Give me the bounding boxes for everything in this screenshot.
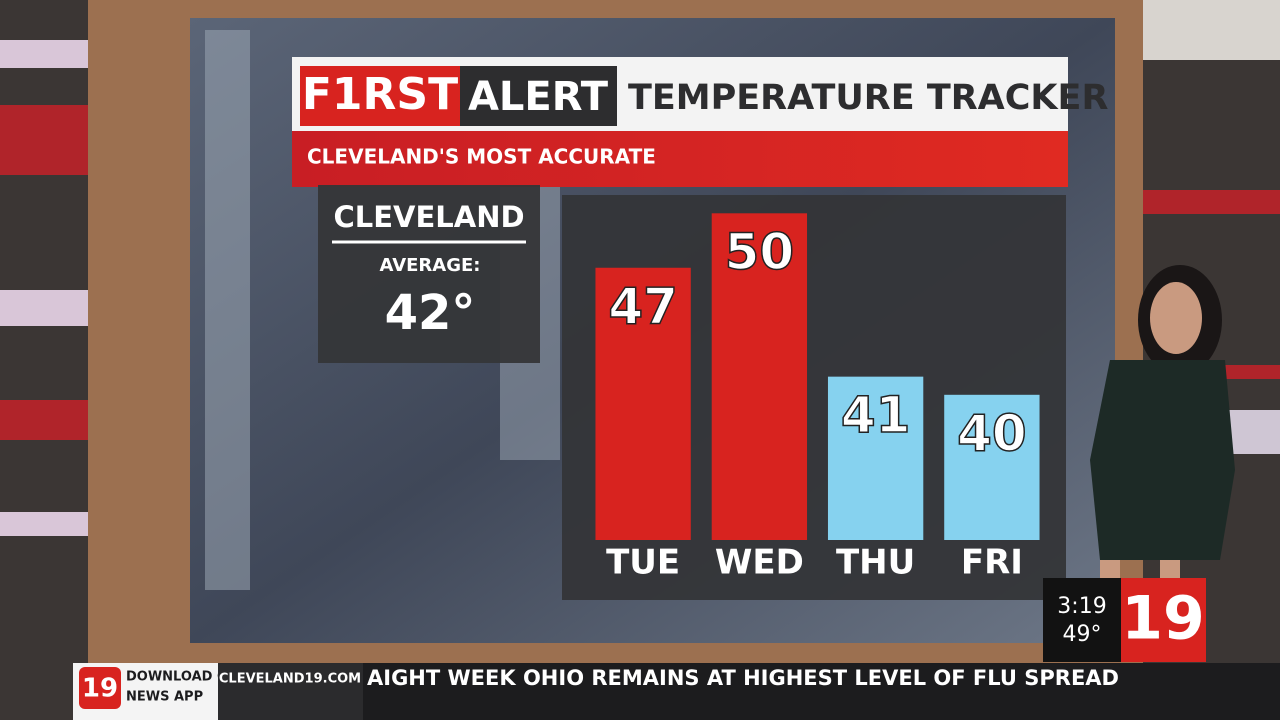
brand-box [460,66,617,126]
station-logo: 19 [1121,584,1205,654]
headline: AIGHT WEEK OHIO REMAINS AT HIGHEST LEVEL… [367,666,1119,690]
value-label: 50 [725,223,795,281]
presenter [1150,282,1202,354]
light-strip [0,400,90,440]
header-subtitle: CLEVELAND'S MOST ACCURATE [307,145,656,169]
light-strip [0,105,90,175]
bar [711,213,808,541]
bar [944,394,1040,540]
category-label: TUE [606,543,680,583]
brand-box [300,66,460,126]
bar [595,267,691,540]
category-label: FRI [961,543,1023,583]
app-text: DOWNLOAD OUR [126,670,249,685]
category-label: WED [715,543,804,583]
clock-temp: 49° [1063,622,1102,647]
average-label: AVERAGE: [380,255,481,276]
light-strip [0,290,90,326]
average-panel [318,185,540,363]
light-strip [0,40,90,68]
clock-box [1043,578,1121,662]
site-box [218,663,363,720]
logo-box [1121,578,1206,662]
city: CLEVELAND [333,200,524,234]
header-title: TEMPERATURE TRACKER [628,78,1108,118]
value-label: 47 [608,277,678,335]
value-label: 41 [841,386,911,444]
app-logo [79,667,121,709]
clock-time: 3:19 [1057,594,1106,619]
category-label: THU [836,543,915,583]
brand: F1RST [302,69,458,120]
subtitle-bar [292,131,1068,187]
value-label: 40 [957,404,1027,462]
presenter [1090,360,1235,560]
app-text: NEWS APP [126,690,203,705]
site: CLEVELAND19.COM [219,672,361,687]
light-strip [0,512,90,536]
icicle [205,30,250,590]
brand: ALERT [468,74,609,120]
average-value: 42° [385,285,476,341]
app-logo-text: 19 [82,674,118,704]
bar [827,376,924,540]
light-strip [1140,190,1280,214]
chart: 47 TUE 50 WED 41 THU 40 FRI [595,213,1040,583]
